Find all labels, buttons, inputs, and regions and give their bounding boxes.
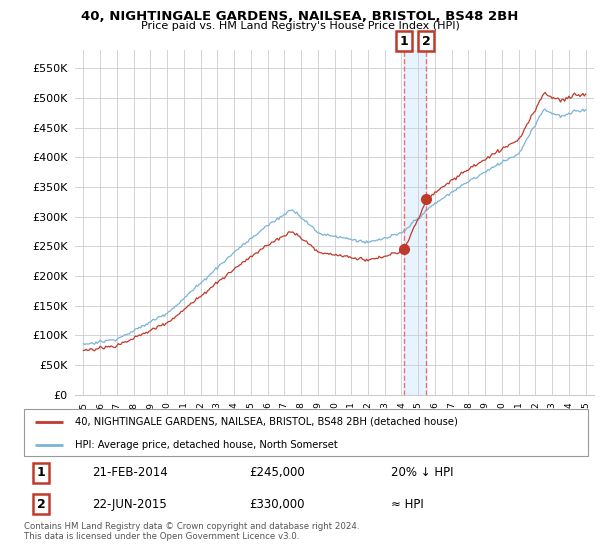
Text: 20% ↓ HPI: 20% ↓ HPI [391,466,453,479]
FancyBboxPatch shape [24,409,588,456]
Text: £330,000: £330,000 [250,498,305,511]
Text: 1: 1 [37,466,45,479]
Text: Price paid vs. HM Land Registry's House Price Index (HPI): Price paid vs. HM Land Registry's House … [140,21,460,31]
Text: ≈ HPI: ≈ HPI [391,498,424,511]
Text: £245,000: £245,000 [250,466,305,479]
Text: Contains HM Land Registry data © Crown copyright and database right 2024.
This d: Contains HM Land Registry data © Crown c… [24,522,359,542]
Text: 40, NIGHTINGALE GARDENS, NAILSEA, BRISTOL, BS48 2BH: 40, NIGHTINGALE GARDENS, NAILSEA, BRISTO… [82,10,518,23]
Bar [404,50,426,395]
Text: HPI: Average price, detached house, North Somerset: HPI: Average price, detached house, Nort… [75,440,338,450]
Text: 21-FEB-2014: 21-FEB-2014 [92,466,167,479]
Text: 2: 2 [37,498,45,511]
Text: 2: 2 [422,35,430,48]
Text: 22-JUN-2015: 22-JUN-2015 [92,498,166,511]
Text: 1: 1 [399,35,408,48]
Text: 40, NIGHTINGALE GARDENS, NAILSEA, BRISTOL, BS48 2BH (detached house): 40, NIGHTINGALE GARDENS, NAILSEA, BRISTO… [75,417,458,427]
